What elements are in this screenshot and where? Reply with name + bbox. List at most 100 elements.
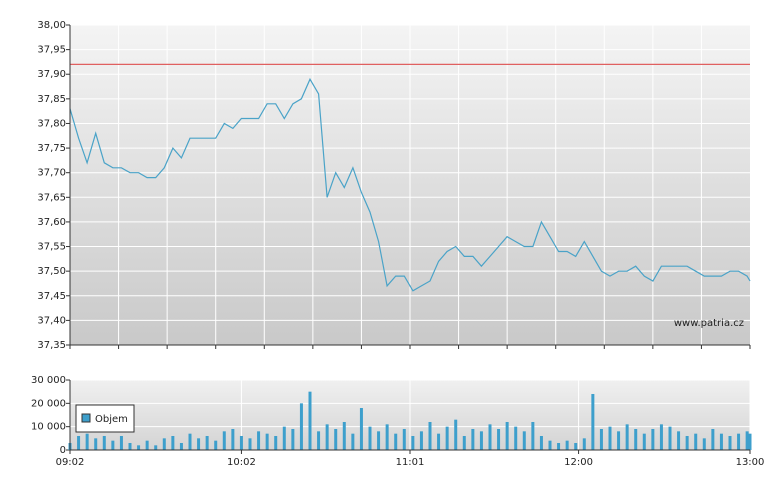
- volume-bar: [599, 429, 603, 450]
- volume-bar: [231, 429, 235, 450]
- volume-bar: [677, 431, 681, 450]
- volume-bar: [119, 436, 123, 450]
- volume-bar: [377, 431, 381, 450]
- volume-bar: [685, 436, 689, 450]
- volume-bar: [299, 403, 303, 450]
- x-tick-label: 09:02: [56, 457, 85, 468]
- x-tick-label: 10:02: [227, 457, 256, 468]
- volume-bar: [85, 433, 89, 450]
- volume-bar: [574, 443, 578, 450]
- y-tick-label: 10 000: [31, 422, 66, 433]
- price-line: [69, 77, 751, 292]
- legend-label: Objem: [95, 414, 128, 425]
- y-tick-label: 37,95: [37, 45, 66, 56]
- volume-bar: [428, 422, 432, 450]
- y-tick-label: 37,65: [37, 192, 66, 203]
- volume-bar: [728, 436, 732, 450]
- volume-bar: [205, 436, 209, 450]
- y-tick-label: 37,85: [37, 94, 66, 105]
- volume-bar: [419, 431, 423, 450]
- volume-bar: [608, 426, 612, 450]
- volume-bar: [137, 445, 141, 450]
- volume-bar: [111, 440, 115, 450]
- volume-bar: [94, 438, 98, 450]
- volume-bar: [445, 426, 449, 450]
- volume-bar: [179, 443, 183, 450]
- volume-bar: [274, 436, 278, 450]
- volume-bar: [539, 436, 543, 450]
- volume-bar: [582, 438, 586, 450]
- volume-bar: [128, 443, 132, 450]
- volume-bar: [719, 433, 723, 450]
- volume-bar: [668, 426, 672, 450]
- y-tick-label: 37,55: [37, 242, 66, 253]
- volume-bar: [162, 438, 166, 450]
- volume-bar: [462, 436, 466, 450]
- volume-bar: [702, 438, 706, 450]
- volume-bar: [745, 431, 749, 450]
- volume-bar: [154, 445, 158, 450]
- volume-bar: [308, 391, 312, 450]
- x-tick-label: 12:00: [564, 457, 593, 468]
- volume-bar: [291, 429, 295, 450]
- y-tick-label: 37,35: [37, 340, 66, 351]
- volume-bar: [239, 436, 243, 450]
- volume-bar: [437, 433, 441, 450]
- volume-bar: [368, 426, 372, 450]
- y-tick-label: 37,60: [37, 217, 66, 228]
- y-tick-label: 0: [60, 445, 66, 456]
- volume-bar: [625, 424, 629, 450]
- volume-bar: [748, 433, 752, 450]
- volume-bar: [634, 429, 638, 450]
- volume-bar: [77, 436, 81, 450]
- volume-bar: [394, 433, 398, 450]
- y-tick-label: 37,90: [37, 69, 66, 80]
- volume-bar: [334, 429, 338, 450]
- volume-bar: [214, 440, 218, 450]
- volume-bar: [711, 429, 715, 450]
- volume-bar: [282, 426, 286, 450]
- volume-bar: [265, 433, 269, 450]
- volume-bar: [188, 433, 192, 450]
- y-tick-label: 20 000: [31, 398, 66, 409]
- y-tick-label: 37,80: [37, 118, 66, 129]
- x-tick-label: 11:01: [396, 457, 425, 468]
- volume-bar: [565, 440, 569, 450]
- watermark: www.patria.cz: [674, 318, 744, 329]
- volume-bar: [642, 433, 646, 450]
- volume-bar: [514, 426, 518, 450]
- volume-bar: [497, 429, 501, 450]
- volume-bar: [591, 394, 595, 450]
- volume-bar: [557, 443, 561, 450]
- volume-bar: [317, 431, 321, 450]
- volume-bar: [454, 419, 458, 450]
- volume-bar: [737, 433, 741, 450]
- y-tick-label: 37,70: [37, 168, 66, 179]
- volume-bar: [694, 433, 698, 450]
- y-tick-label: 37,50: [37, 266, 66, 277]
- y-tick-label: 38,00: [37, 20, 66, 31]
- volume-bar: [385, 424, 389, 450]
- volume-bar: [222, 431, 226, 450]
- volume-bar: [651, 429, 655, 450]
- volume-bar: [351, 433, 355, 450]
- legend-swatch: [81, 413, 91, 423]
- volume-bar: [145, 440, 149, 450]
- legend: Objem: [75, 404, 135, 433]
- y-tick-label: 30 000: [31, 375, 66, 386]
- volume-bar: [617, 431, 621, 450]
- volume-bar: [197, 438, 201, 450]
- volume-bar: [248, 438, 252, 450]
- y-tick-label: 37,45: [37, 291, 66, 302]
- volume-bar: [548, 440, 552, 450]
- x-tick-label: 13:00: [736, 457, 765, 468]
- volume-bar: [257, 431, 261, 450]
- volume-bar: [342, 422, 346, 450]
- volume-bar: [359, 408, 363, 450]
- volume-bar: [171, 436, 175, 450]
- volume-bar: [102, 436, 106, 450]
- volume-bar: [531, 422, 535, 450]
- volume-bar: [522, 431, 526, 450]
- volume-bar: [402, 429, 406, 450]
